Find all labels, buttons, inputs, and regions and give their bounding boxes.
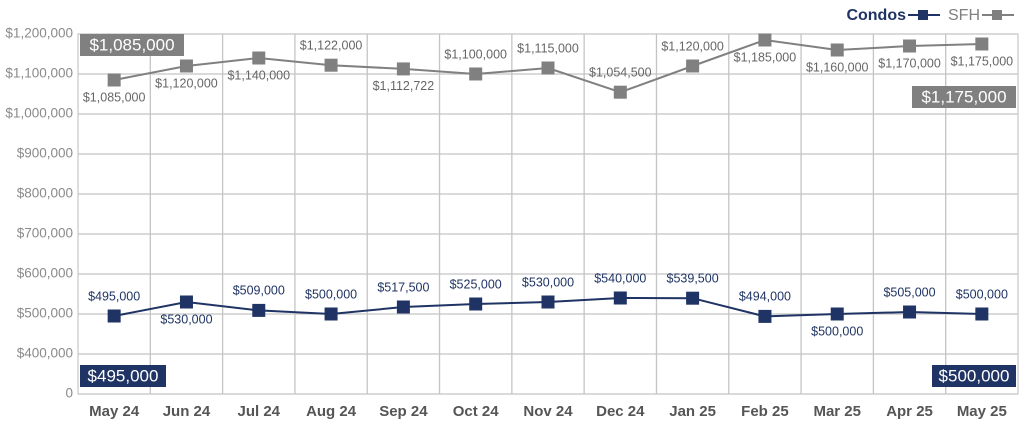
data-label: $494,000 [739, 290, 791, 304]
x-tick-label: Jul 24 [238, 403, 281, 420]
data-label: $525,000 [450, 277, 502, 291]
point-marker [758, 309, 772, 323]
point-marker [324, 58, 338, 72]
data-label: $500,000 [956, 287, 1008, 301]
x-tick-label: Mar 25 [813, 403, 861, 420]
x-tick-label: Sep 24 [379, 403, 428, 420]
plot-area [77, 33, 1019, 395]
point-marker [396, 300, 410, 314]
data-label: $530,000 [160, 312, 212, 326]
point-marker [396, 62, 410, 76]
data-label: $1,120,000 [661, 39, 724, 53]
data-label: $1,160,000 [806, 60, 869, 74]
y-tick-label: $800,000 [17, 186, 73, 201]
data-label: $1,085,000 [83, 90, 146, 104]
data-label: $500,000 [811, 324, 863, 338]
x-tick-label: Aug 24 [306, 403, 357, 420]
legend-label: SFH [948, 7, 980, 24]
data-label: $530,000 [522, 275, 574, 289]
callout-box [80, 365, 166, 387]
callout-label: $1,085,000 [89, 35, 174, 54]
x-tick-label: May 25 [957, 403, 1007, 420]
point-marker [613, 291, 627, 305]
point-marker [179, 295, 193, 309]
x-tick-label: Oct 24 [453, 403, 500, 420]
data-label: $540,000 [594, 271, 646, 285]
point-marker [179, 59, 193, 73]
legend-marker [992, 10, 1002, 20]
callout-box [80, 34, 184, 56]
x-tick-label: May 24 [89, 403, 140, 420]
y-tick-label: 0 [65, 386, 73, 401]
point-marker [107, 309, 121, 323]
point-marker [975, 37, 989, 51]
callout-box [932, 365, 1016, 387]
point-marker [107, 73, 121, 87]
point-marker [975, 307, 989, 321]
y-tick-label: $1,000,000 [5, 106, 73, 121]
point-marker [903, 305, 917, 319]
data-label: $509,000 [233, 284, 285, 298]
x-tick-label: Dec 24 [596, 403, 645, 420]
data-label: $1,122,000 [300, 38, 363, 52]
y-tick-label: $1,100,000 [5, 66, 73, 81]
point-marker [903, 39, 917, 53]
data-label: $1,140,000 [227, 68, 290, 82]
legend-label: Condos [846, 7, 906, 24]
callout-label: $495,000 [88, 366, 159, 385]
x-tick-label: Jan 25 [669, 403, 716, 420]
callout-label: $500,000 [939, 366, 1010, 385]
data-label: $1,100,000 [444, 47, 507, 61]
point-marker [686, 59, 700, 73]
data-label: $1,054,500 [589, 65, 652, 79]
x-tick-label: Feb 25 [741, 403, 789, 420]
y-tick-label: $700,000 [17, 226, 73, 241]
y-tick-label: $600,000 [17, 266, 73, 281]
point-marker [324, 307, 338, 321]
x-tick-label: Apr 25 [886, 403, 933, 420]
data-label: $1,175,000 [951, 54, 1014, 68]
point-marker [758, 33, 772, 47]
point-marker [252, 51, 266, 65]
data-label: $1,120,000 [155, 76, 218, 90]
data-label: $505,000 [883, 285, 935, 299]
point-marker [686, 291, 700, 305]
y-tick-label: $400,000 [17, 346, 73, 361]
data-label: $1,170,000 [878, 56, 941, 70]
point-marker [830, 43, 844, 57]
data-label: $539,500 [667, 271, 719, 285]
point-marker [613, 85, 627, 99]
callout-label: $1,175,000 [921, 87, 1006, 106]
point-marker [469, 67, 483, 81]
y-tick-label: $1,200,000 [5, 26, 73, 41]
data-label: $1,112,722 [373, 79, 435, 93]
data-label: $1,115,000 [517, 41, 579, 55]
data-label: $500,000 [305, 287, 357, 301]
y-tick-label: $500,000 [17, 306, 73, 321]
point-marker [830, 307, 844, 321]
y-tick-label: $900,000 [17, 146, 73, 161]
legend-marker [918, 10, 928, 20]
x-tick-label: Jun 24 [163, 403, 211, 420]
data-label: $1,185,000 [734, 50, 797, 64]
point-marker [469, 297, 483, 311]
x-tick-label: Nov 24 [523, 403, 573, 420]
point-marker [252, 303, 266, 317]
data-label: $495,000 [88, 289, 140, 303]
point-marker [541, 295, 555, 309]
data-label: $517,500 [377, 280, 429, 294]
callout-box [912, 86, 1016, 108]
point-marker [541, 61, 555, 75]
